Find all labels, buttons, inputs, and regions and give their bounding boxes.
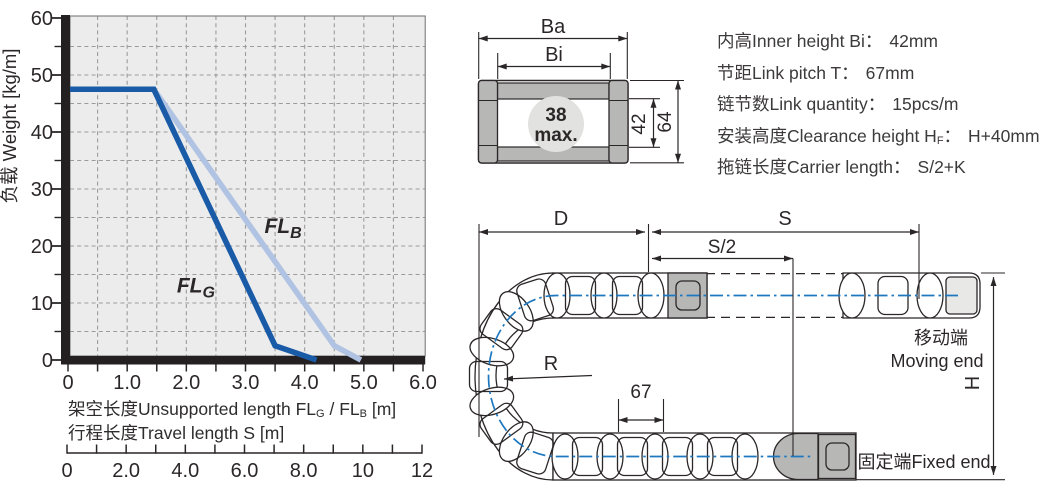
chain-dimensions <box>478 224 1005 481</box>
dim-label-67: 67 <box>630 382 651 403</box>
dim-label-s-half: S/2 <box>708 237 737 258</box>
y-axis-title: 负载 Weight [kg/m] <box>0 49 20 204</box>
svg-text:6.0: 6.0 <box>409 372 437 394</box>
spec-value: H+40mm <box>968 125 1040 146</box>
spec-row-carrier-length: 拖链长度Carrier length： S/2+K <box>717 152 1040 184</box>
moving-end-label-en: Moving end <box>890 351 983 371</box>
svg-text:0: 0 <box>42 350 53 372</box>
svg-text:10: 10 <box>31 293 53 315</box>
spec-label: 链节数Link quantity <box>717 94 868 115</box>
dim-label-d: D <box>554 208 568 230</box>
svg-text:40: 40 <box>31 122 53 144</box>
series-FLB-label: FLB <box>264 215 301 242</box>
spec-value: 42mm <box>889 31 938 51</box>
chain-centerline <box>487 294 958 458</box>
chain-side-view <box>468 224 1005 481</box>
svg-text:10: 10 <box>352 460 374 482</box>
spec-colon: ： <box>893 157 911 178</box>
svg-text:8.0: 8.0 <box>290 460 318 482</box>
spec-value: 67mm <box>865 62 915 83</box>
plot-area <box>70 16 426 356</box>
svg-text:0: 0 <box>62 372 73 394</box>
dim-label-42: 42 <box>629 113 650 134</box>
chart-axes <box>61 15 426 365</box>
x-axis-label-line2: 行程长度Travel length S [m] <box>68 423 285 443</box>
chart-ticks <box>51 17 424 372</box>
spec-label: 拖链长度Carrier length <box>717 157 894 178</box>
spec-value: 15pcs/m <box>892 94 959 115</box>
svg-text:4.0: 4.0 <box>171 460 199 482</box>
series-FLG-line <box>70 86 318 363</box>
series-FLG-label: FLG <box>177 275 215 302</box>
fixed-end-label: 固定端Fixed end <box>857 452 990 472</box>
svg-text:20: 20 <box>31 236 53 258</box>
spec-row-link-pitch: 节距Link pitch T： 67mm <box>717 58 1040 90</box>
inner-note-38: 38 <box>545 105 566 126</box>
dim-label-64: 64 <box>655 111 676 133</box>
svg-text:30: 30 <box>31 179 53 201</box>
dim-label-h: H <box>962 376 984 390</box>
dim-label-r: R <box>544 353 558 375</box>
diagram-labels: Ba Bi 38 max. 42 64 D S S/2 R 67 H 移动端 M… <box>534 16 990 472</box>
dim-label-s: S <box>778 208 791 230</box>
svg-text:12: 12 <box>411 460 433 482</box>
spec-row-link-quantity: 链节数Link quantity： 15pcs/m <box>717 89 1040 121</box>
spec-value: S/2+K <box>917 157 966 178</box>
svg-text:6.0: 6.0 <box>231 460 259 482</box>
svg-text:1.0: 1.0 <box>113 372 141 394</box>
spec-label: 安装高度Clearance height H <box>717 125 937 146</box>
dim-label-bi: Bi <box>545 44 563 66</box>
secondary-x-axis: 0 2.0 4.0 6.0 8.0 10 12 <box>61 444 433 482</box>
svg-text:2.0: 2.0 <box>112 460 140 482</box>
chart-tick-labels: 0 1.0 2.0 3.0 4.0 5.0 6.0 0 10 20 30 40 50 60 <box>31 8 437 394</box>
svg-text:3.0: 3.0 <box>232 372 260 394</box>
spec-label: 节距Link pitch T <box>717 62 842 83</box>
spec-colon: ： <box>841 62 859 83</box>
spec-list: 内高Inner height Bi： 42mm 节距Link pitch T： 67… <box>717 26 1040 184</box>
svg-text:5.0: 5.0 <box>350 372 378 394</box>
inner-note-max: max. <box>534 125 577 146</box>
spec-sub: F <box>936 134 944 147</box>
svg-text:60: 60 <box>31 8 53 30</box>
svg-text:50: 50 <box>31 65 53 87</box>
x-axis-label-line1: 架空长度Unsupported length FLG / FLB [m] <box>68 399 397 420</box>
load-chart: 0 1.0 2.0 3.0 4.0 5.0 6.0 0 10 20 30 40 50 60 负载 Weigh… <box>0 8 437 482</box>
spec-colon: ： <box>943 125 962 146</box>
spec-colon: ： <box>867 94 886 115</box>
spec-label: 内高Inner height Bi <box>717 31 865 51</box>
spec-row-clearance-height: 安装高度Clearance height HF： H+40mm <box>717 121 1040 153</box>
cross-section-diagram <box>477 32 684 164</box>
spec-row-inner-height: 内高Inner height Bi： 42mm <box>717 26 1040 58</box>
svg-text:4.0: 4.0 <box>291 372 319 394</box>
spec-colon: ： <box>864 31 883 51</box>
moving-end-label-cn: 移动端 <box>914 328 968 348</box>
svg-text:2.0: 2.0 <box>172 372 200 394</box>
svg-text:0: 0 <box>61 460 72 482</box>
dim-label-ba: Ba <box>541 16 566 38</box>
